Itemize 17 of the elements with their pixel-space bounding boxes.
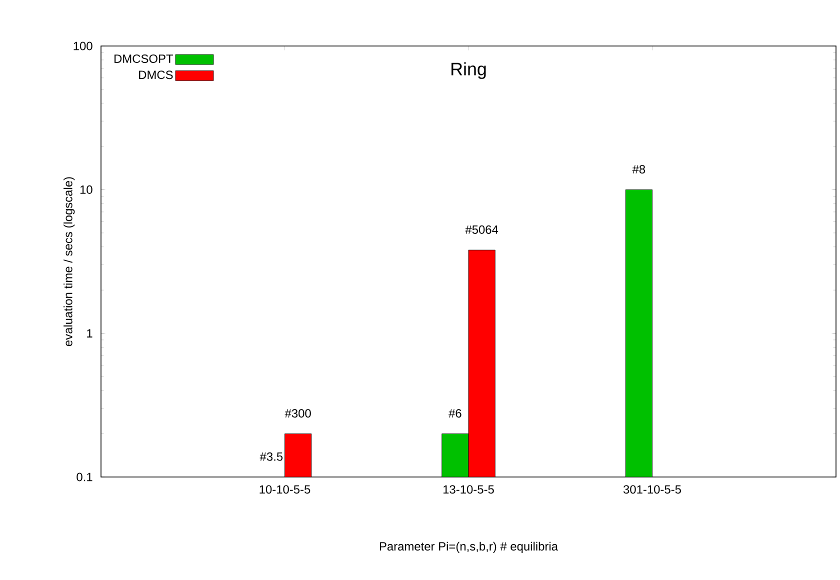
annotation: #3.5 [260, 452, 283, 461]
y-tick-label: 100 [74, 42, 92, 50]
annotation: #300 [284, 409, 311, 418]
y-tick-label: 0.1 [76, 472, 92, 482]
annotation: #8 [632, 165, 646, 174]
x-tick-label: 10-10-5-5 [260, 485, 310, 494]
x-tick-label: 301-10-5-5 [623, 485, 681, 494]
y-tick-label: 10 [80, 185, 92, 194]
text: Ring [452, 62, 486, 79]
annotation: #5064 [465, 225, 498, 234]
x-axis-title: Parameter Pi=(n,s,b,r) # equilibria [380, 542, 558, 553]
legend-label: DMCS [139, 70, 173, 80]
legend-label: DMCSOPT [114, 54, 174, 63]
y-axis-title: evaluation time / secs (logscale) [64, 177, 75, 346]
x-tick-label: 13-10-5-5 [443, 485, 494, 494]
annotation: #6 [448, 409, 462, 418]
y-tick-label: 1 [87, 329, 92, 338]
